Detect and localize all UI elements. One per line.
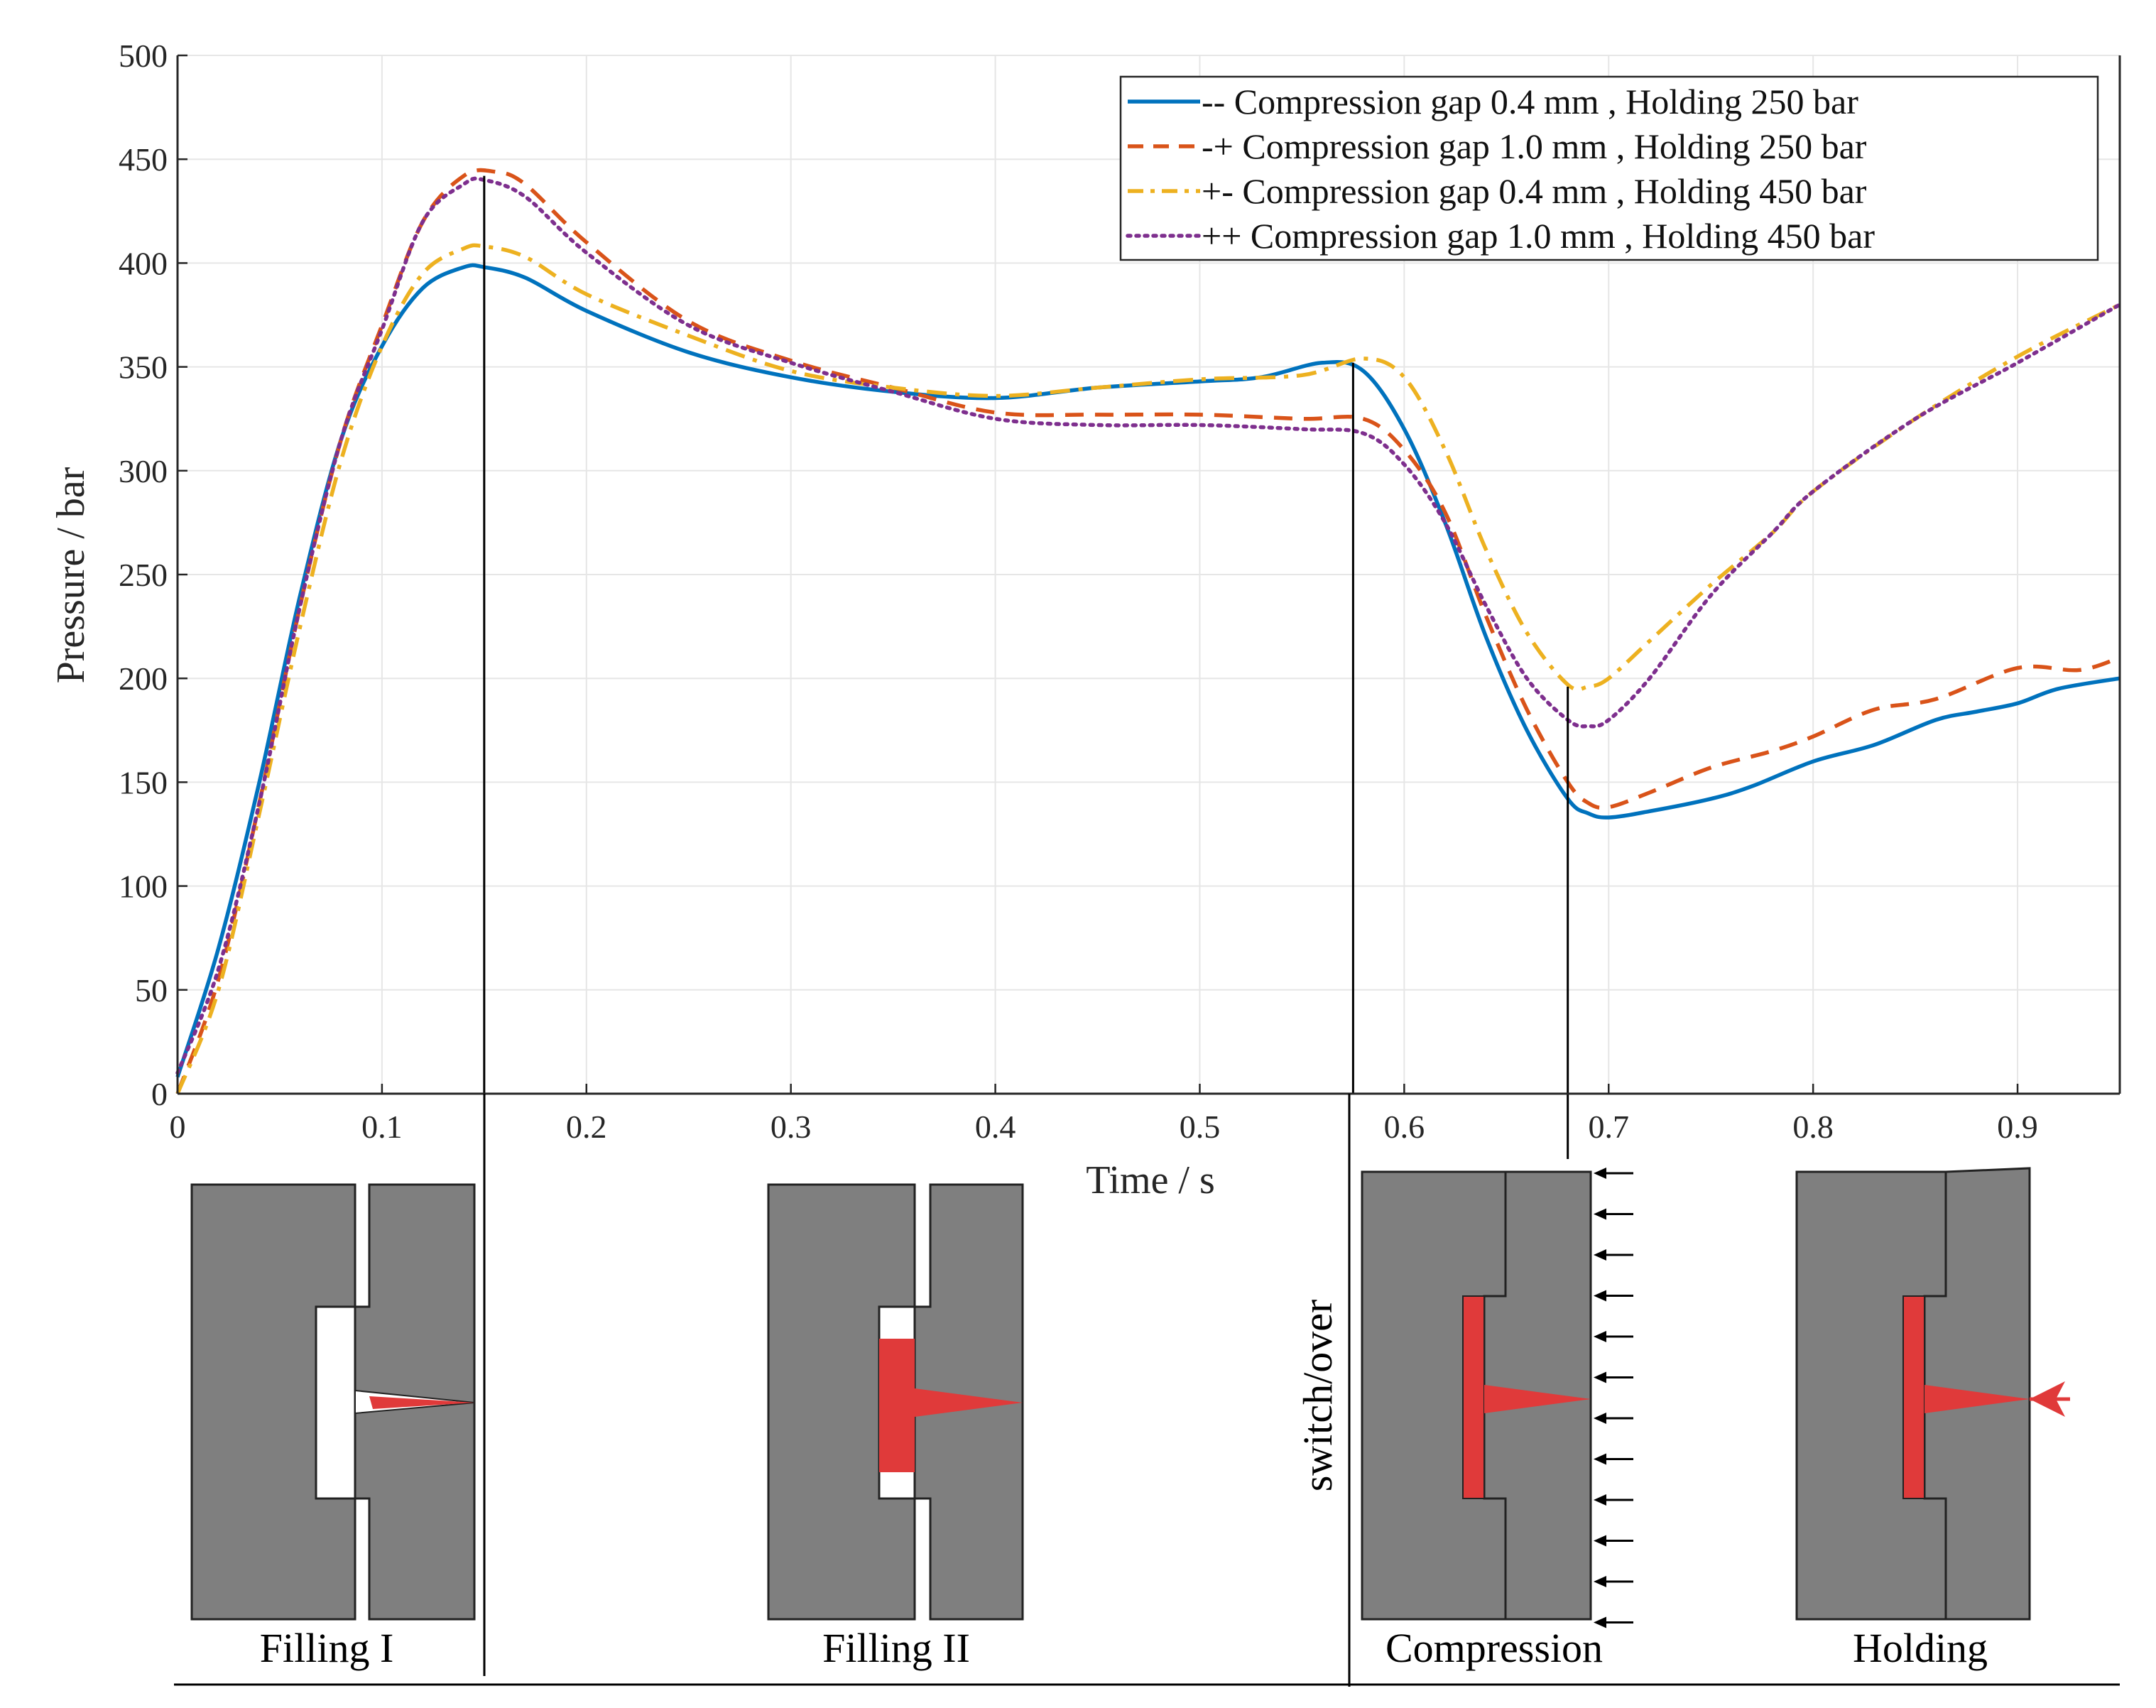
compression-arrowhead xyxy=(1594,1331,1606,1342)
legend-label-1: -- Compression gap 0.4 mm , Holding 250 … xyxy=(1202,82,1858,121)
series-layer xyxy=(175,168,2122,1095)
compression-arrowhead xyxy=(1594,1413,1606,1424)
diagram-holding: Holding xyxy=(1795,1167,2070,1671)
stage-label-holding: Holding xyxy=(1853,1625,1988,1671)
melt-gate xyxy=(915,1388,1023,1417)
compression-arrowhead xyxy=(1594,1616,1606,1628)
x-ticks: 0 0.1 0.2 0.3 0.4 0.5 0.6 0.7 0.8 0.9 xyxy=(170,1084,2038,1145)
y-tick-label: 50 xyxy=(135,972,168,1008)
stage-label-filling-1: Filling I xyxy=(260,1625,394,1671)
y-tick-label: 200 xyxy=(119,660,168,697)
y-axis-label: Pressure / bar xyxy=(49,467,93,683)
legend-label-4: ++ Compression gap 1.0 mm , Holding 450 … xyxy=(1202,216,1875,256)
x-tick-label: 0.7 xyxy=(1589,1109,1630,1145)
x-tick-label: 0.2 xyxy=(566,1109,607,1145)
series-line-3 xyxy=(175,243,2121,1095)
melt-gate xyxy=(1484,1385,1591,1413)
y-tick-label: 500 xyxy=(119,38,168,74)
legend-label-3: +- Compression gap 0.4 mm , Holding 450 … xyxy=(1202,171,1867,211)
melt-in-cavity xyxy=(879,1339,915,1472)
x-tick-label: 0 xyxy=(170,1109,186,1145)
stage-label-filling-2: Filling II xyxy=(822,1625,970,1671)
legend-label-2: -+ Compression gap 1.0 mm , Holding 250 … xyxy=(1202,126,1867,166)
legend-items: -- Compression gap 0.4 mm , Holding 250 … xyxy=(1126,82,1875,256)
compression-arrowhead xyxy=(1594,1535,1606,1547)
compression-arrowhead xyxy=(1594,1168,1606,1179)
phase-markers xyxy=(483,175,1569,1159)
y-tick-label: 450 xyxy=(119,141,168,178)
compression-arrowhead xyxy=(1594,1494,1606,1506)
series-line-2 xyxy=(175,168,2120,1094)
y-tick-label: 300 xyxy=(119,453,168,489)
y-tick-label: 400 xyxy=(119,245,168,281)
x-tick-label: 0.5 xyxy=(1180,1109,1221,1145)
x-tick-label: 0.3 xyxy=(771,1109,812,1145)
compression-arrowhead xyxy=(1594,1208,1606,1220)
y-tick-label: 350 xyxy=(119,349,168,386)
melt-held xyxy=(1902,1295,1925,1499)
legend: -- Compression gap 0.4 mm , Holding 250 … xyxy=(1119,75,2099,261)
melt-compressed xyxy=(1462,1295,1485,1499)
compression-arrows xyxy=(1594,1168,1633,1628)
y-tick-label: 250 xyxy=(119,557,168,593)
x-tick-label: 0.9 xyxy=(1997,1109,2038,1145)
y-tick-label: 150 xyxy=(119,764,168,800)
y-ticks: 0 50 100 150 200 250 300 350 400 450 500 xyxy=(119,38,187,1112)
diagram-filling-1: Filling I xyxy=(190,1183,476,1671)
compression-arrowhead xyxy=(1594,1453,1606,1465)
cavity-empty xyxy=(315,1305,356,1500)
process-schematics: Filling I Filling II switch/over Compres… xyxy=(174,1094,2120,1687)
x-tick-label: 0.8 xyxy=(1792,1109,1834,1145)
x-tick-label: 0.4 xyxy=(975,1109,1016,1145)
compression-arrowhead xyxy=(1594,1576,1606,1587)
y-tick-label: 100 xyxy=(119,869,168,905)
holding-pressure-arrow xyxy=(2030,1381,2065,1417)
legend-box xyxy=(1119,75,2099,261)
diagram-compression: Compression xyxy=(1361,1168,1633,1671)
x-tick-label: 0.6 xyxy=(1384,1109,1425,1145)
series-line-4 xyxy=(175,176,2122,1075)
diagram-filling-2: Filling II xyxy=(767,1183,1024,1671)
y-tick-label: 0 xyxy=(151,1076,168,1112)
melt-gate xyxy=(1924,1385,2030,1413)
switchover-label: switch/over xyxy=(1295,1300,1341,1492)
stage-label-compression: Compression xyxy=(1385,1625,1603,1671)
x-tick-label: 0.1 xyxy=(361,1109,403,1145)
x-axis-label: Time / s xyxy=(1086,1158,1215,1202)
compression-arrowhead xyxy=(1594,1290,1606,1302)
melt-front xyxy=(369,1396,474,1409)
compression-arrowhead xyxy=(1594,1371,1606,1383)
series-line-1 xyxy=(175,263,2120,1078)
compression-arrowhead xyxy=(1594,1249,1606,1261)
